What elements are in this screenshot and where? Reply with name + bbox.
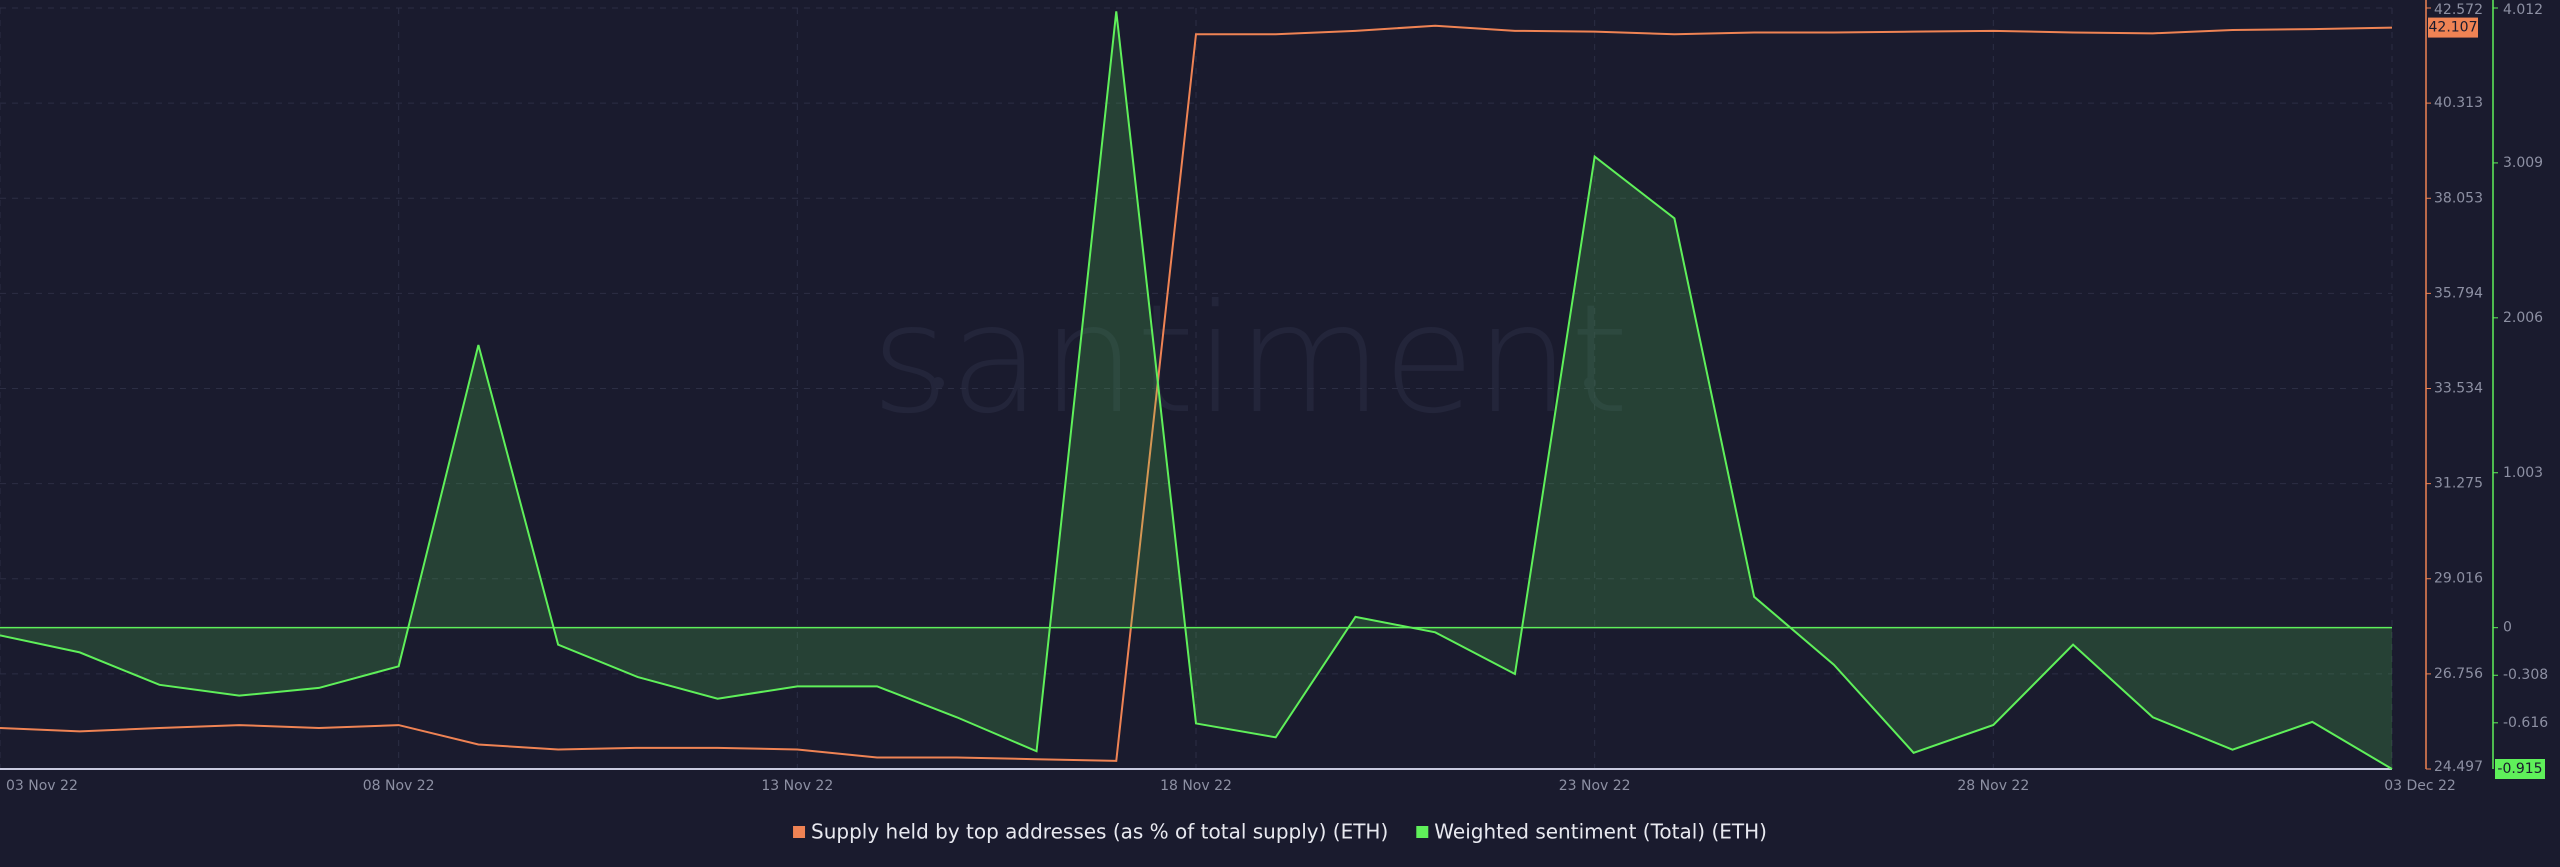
y2-tick-label: -0.308 (2503, 667, 2548, 683)
x-tick-label: 03 Nov 22 (6, 778, 78, 794)
y-tick-label: 24.497 (2434, 759, 2483, 775)
y-tick-label: 40.313 (2434, 95, 2483, 111)
y2-tick-label: 4.012 (2503, 2, 2543, 18)
watermark-dot (932, 377, 944, 389)
legend-swatch (793, 826, 806, 838)
x-tick-label: 13 Nov 22 (761, 778, 833, 794)
sentiment-area (0, 11, 2392, 770)
x-tick-label: 03 Dec 22 (2384, 778, 2456, 794)
legend-swatch (1416, 826, 1429, 838)
y-tick-label: 35.794 (2434, 285, 2483, 301)
y2-tick-label: 0 (2503, 620, 2512, 636)
series-line (0, 11, 2393, 770)
x-tick-label: 18 Nov 22 (1160, 778, 1232, 794)
legend: Supply held by top addresses (as % of to… (793, 820, 1767, 844)
last-value-badge (2495, 759, 2545, 779)
last-value-label: -0.915 (2497, 761, 2542, 777)
y-tick-label: 31.275 (2434, 476, 2483, 492)
y-tick-label: 26.756 (2434, 666, 2483, 682)
y-tick-label: 42.572 (2434, 2, 2483, 18)
last-value-label: 42.107 (2429, 20, 2478, 36)
y2-tick-label: 2.006 (2503, 310, 2543, 326)
x-tick-label: 08 Nov 22 (363, 778, 435, 794)
y-tick-label: 29.016 (2434, 571, 2483, 587)
series-line (0, 24, 2393, 762)
x-tick-label: 23 Nov 22 (1559, 778, 1631, 794)
legend-label: Weighted sentiment (Total) (ETH) (1434, 820, 1767, 844)
x-tick-label: 28 Nov 22 (1957, 778, 2029, 794)
y-tick-label: 33.534 (2434, 381, 2483, 397)
y2-tick-label: 3.009 (2503, 155, 2543, 171)
watermark-dot (1584, 377, 1596, 389)
y2-tick-label: -0.616 (2503, 715, 2548, 731)
watermark: santiment (871, 273, 1629, 447)
y-tick-label: 38.053 (2434, 190, 2483, 206)
y2-tick-label: 1.003 (2503, 465, 2543, 481)
last-value-badge (2428, 17, 2478, 38)
legend-label: Supply held by top addresses (as % of to… (811, 820, 1388, 844)
